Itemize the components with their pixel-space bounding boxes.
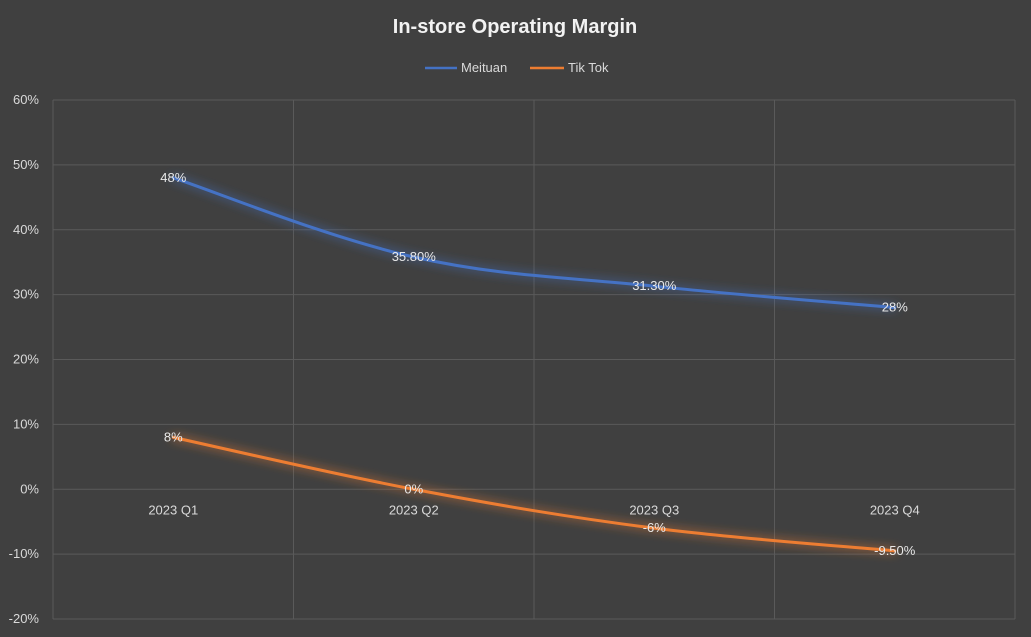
data-label-meituan: 28% [882, 300, 908, 315]
y-tick-label: 30% [13, 287, 39, 302]
data-label-tik-tok: -6% [643, 520, 667, 535]
y-tick-label: 60% [13, 92, 39, 107]
data-label-meituan: 35.80% [392, 249, 437, 264]
y-tick-label: 40% [13, 222, 39, 237]
legend-label-tiktok: Tik Tok [568, 60, 609, 75]
y-tick-label: 0% [20, 481, 39, 496]
data-label-tik-tok: -9.50% [874, 543, 916, 558]
series-line-meituan [171, 176, 897, 310]
y-tick-label: -20% [9, 611, 40, 626]
x-category-label: 2023 Q4 [870, 502, 920, 517]
data-label-meituan: 48% [160, 170, 186, 185]
y-tick-label: 10% [13, 416, 39, 431]
x-category-label: 2023 Q3 [629, 502, 679, 517]
data-label-tik-tok: 8% [164, 429, 183, 444]
y-tick-label: -10% [9, 546, 40, 561]
chart-title: In-store Operating Margin [393, 16, 637, 38]
data-label-meituan: 31.30% [632, 278, 677, 293]
y-tick-label: 20% [13, 352, 39, 367]
gridlines [52, 99, 1016, 620]
x-category-label: 2023 Q2 [389, 502, 439, 517]
axis-labels: 60% 50% 40% 30% 20% 10% 0% -10% -20% 2023 Q1 2023 … [9, 92, 920, 626]
series-line-tik-tok [171, 435, 897, 553]
series-lines [171, 176, 897, 553]
chart-legend: Meituan Tik Tok [425, 60, 609, 75]
legend-label-meituan: Meituan [461, 60, 507, 75]
data-labels: 48% 35.80% 31.30% 28% 8% 0% -6% -9.50% [160, 170, 916, 558]
x-category-label: 2023 Q1 [148, 502, 198, 517]
y-tick-label: 50% [13, 157, 39, 172]
data-label-tik-tok: 0% [404, 481, 423, 496]
